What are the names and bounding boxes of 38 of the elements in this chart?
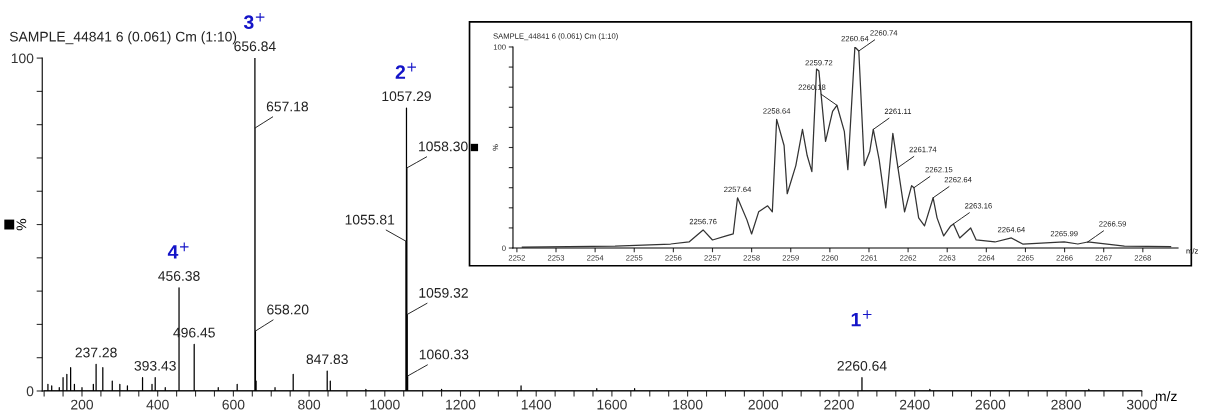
annotation: 1$^{+}$ [851,310,872,327]
annotation: 456.38 [158,271,200,281]
x-tick-label: 600 [222,399,245,410]
x-tick-label: 1600 [597,399,627,410]
y-tick-label: 100 [11,53,34,64]
y-tick-label: 0 [26,386,34,397]
annotation: 3$^{+}$ [243,12,265,30]
x-tick-label: 1400 [521,399,552,410]
y-axis-title: % [16,218,27,231]
annotation: 4$^{+}$ [167,242,189,259]
annotation: 1055.81 [345,214,395,225]
x-tick-label: 2600 [975,399,1006,410]
annotation: 237.28 [75,347,117,358]
annotation: 657.18 [266,101,309,112]
x-tick-label: 2200 [824,399,854,410]
annotation: 1057.29 [382,91,431,102]
annotation: 2260.64 [837,360,887,371]
x-tick-label: 2800 [1051,399,1082,410]
annotation: 847.83 [306,354,348,365]
annotation: 1060.33 [419,349,469,360]
line-series [521,46,1172,248]
x-tick-label: 1800 [673,399,703,410]
annotation: 1058.30 [419,141,468,152]
annotation: 1059.32 [419,287,468,298]
annotation: 393.43 [134,360,176,371]
chart-title: SAMPLE_44841 6 (0.061) Cm (1:10) [9,31,237,45]
x-tick-label: 2400 [899,399,930,410]
annotation: 2$^{+}$ [395,62,416,79]
annotation: 658.20 [267,304,309,315]
x-tick-label: 2000 [748,399,779,410]
x-tick-label: 1000 [370,399,400,410]
x-tick-label: 200 [71,399,94,410]
x-tick-label: 1200 [446,399,476,410]
annotation: 656.84 [234,41,276,52]
x-tick-label: 400 [146,399,169,410]
x-tick-label: 3000 [1126,399,1157,410]
x-tick-label: 800 [298,399,321,410]
x-axis-title: m/z [1155,390,1177,402]
